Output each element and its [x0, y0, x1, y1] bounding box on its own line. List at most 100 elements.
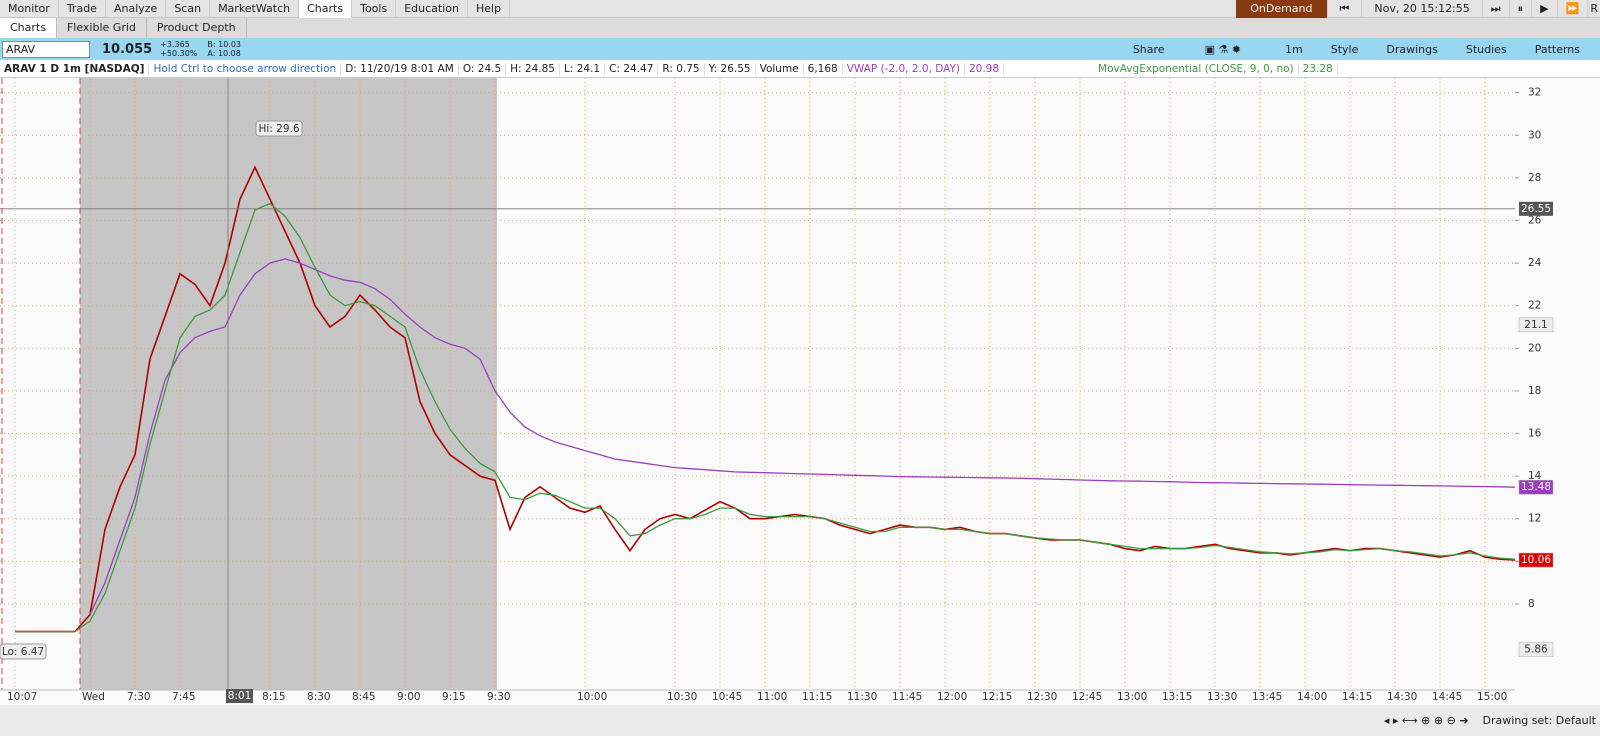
x-tick-label: 14:00 [1297, 691, 1327, 703]
y-tick-label: 16 [1528, 428, 1542, 440]
volume-label: Volume [756, 62, 804, 75]
toolbar-button[interactable]: Drawings [1386, 42, 1438, 56]
x-tick-label: 13:30 [1207, 691, 1237, 703]
x-tick-label: 12:45 [1072, 691, 1102, 703]
price-marker: 10.06 [1521, 554, 1551, 566]
y-tick-label: 32 [1528, 87, 1541, 99]
premarket-shade [80, 78, 497, 690]
x-tick-label: 12:00 [937, 691, 967, 703]
x-tick-label: 7:45 [172, 691, 196, 703]
series-line [15, 202, 1516, 633]
x-tick-label: 9:30 [487, 691, 511, 703]
menu-item[interactable]: Analyze [106, 0, 167, 18]
price-marker-box [1518, 642, 1554, 657]
drawing-set[interactable]: Drawing set: Default [1482, 714, 1596, 727]
x-tick-label: 9:00 [397, 691, 421, 703]
info-range: R: 0.75 [658, 62, 705, 75]
toolbar-button[interactable]: Studies [1465, 42, 1507, 56]
tab[interactable]: Charts [0, 18, 57, 38]
x-tick-label: 8:15 [262, 691, 286, 703]
x-tick-label: 15:00 [1477, 691, 1507, 703]
ondemand-button[interactable]: OnDemand [1236, 0, 1328, 18]
fast-button[interactable]: ⏩ [1558, 0, 1589, 18]
change-value: +3.365 [160, 40, 190, 49]
y-tick-label: 12 [1528, 513, 1541, 525]
tab[interactable]: Flexible Grid [57, 18, 147, 38]
info-high: H: 24.85 [506, 62, 560, 75]
nav-icons[interactable]: ◂ ▸ ⟷ ⊕ ⊕ ⊖ ➜ [1383, 714, 1469, 727]
toolbar-button[interactable]: 1m [1285, 42, 1303, 56]
x-tick-label: 8:45 [352, 691, 376, 703]
info-y: Y: 26.55 [705, 62, 756, 75]
y-tick-label: 28 [1528, 172, 1541, 184]
menu-item[interactable]: Help [468, 0, 511, 18]
price-marker: 13.48 [1521, 481, 1551, 493]
hint: Hold Ctrl to choose arrow direction [149, 62, 342, 75]
y-tick-label: 20 [1528, 342, 1541, 354]
tab[interactable]: Product Depth [147, 18, 247, 38]
volume-value: 6,168 [804, 62, 843, 75]
toolbar-button[interactable]: Style [1330, 42, 1359, 56]
menu-item[interactable]: Monitor [0, 0, 59, 18]
menu-item[interactable]: MarketWatch [210, 0, 300, 18]
menu-item[interactable]: Trade [59, 0, 106, 18]
info-bar: ARAV 1 D 1m [NASDAQ] Hold Ctrl to choose… [0, 60, 1600, 78]
x-tick-label: 11:45 [892, 691, 922, 703]
x-tick-label: 10:07 [7, 691, 37, 703]
menu-item[interactable]: Tools [352, 0, 397, 18]
rewind-button[interactable]: ⏮ [1328, 0, 1363, 18]
forward-button[interactable]: ⏭ [1483, 0, 1510, 18]
ema-value: 23.28 [1299, 62, 1338, 75]
cut-text: R [1590, 1, 1598, 15]
y-tick-label: 14 [1528, 470, 1542, 482]
x-tick-label: 14:45 [1432, 691, 1462, 703]
change: +3.365 +50.30% [160, 40, 197, 58]
x-tick-label: 11:00 [757, 691, 787, 703]
x-tick-label: 12:30 [1027, 691, 1057, 703]
y-tick-label: 18 [1528, 385, 1541, 397]
menu-item[interactable]: Charts [299, 0, 353, 18]
x-tick-label: 11:30 [847, 691, 877, 703]
bid: B: 10.03 [207, 40, 242, 49]
price-marker-box [1518, 317, 1554, 333]
menu-bar: Monitor Trade Analyze Scan MarketWatch C… [0, 0, 1600, 18]
info-date: D: 11/20/19 8:01 AM [341, 62, 459, 75]
crosshair-price-box [1519, 201, 1553, 216]
toolbar-icons[interactable]: ▣ ⚗ ✹ [1204, 42, 1242, 56]
x-tick-label: 14:15 [1342, 691, 1372, 703]
toolbar-button[interactable]: Patterns [1534, 42, 1580, 56]
x-tick-label: 8:30 [307, 691, 331, 703]
x-tick-label: 10:45 [712, 691, 742, 703]
vwap-label: VWAP (-2.0, 2.0, DAY) [843, 62, 965, 75]
last-price: 10.055 [102, 41, 153, 57]
axis-bg [1515, 78, 1600, 705]
x-tick-label: 13:00 [1117, 691, 1147, 703]
pause-button[interactable]: ⏸ [1510, 0, 1533, 18]
series-line [89, 258, 1516, 615]
chart-title: ARAV 1 D 1m [NASDAQ] [0, 62, 150, 75]
y-tick-label: 26 [1528, 215, 1542, 227]
menu-item[interactable]: Education [396, 0, 468, 18]
toolbar-button[interactable]: Share [1132, 42, 1165, 56]
x-tick-label: 10:00 [577, 691, 607, 703]
x-tick-label: 11:15 [802, 691, 832, 703]
y-tick-label: 30 [1528, 129, 1541, 141]
lo-box [0, 643, 47, 660]
play-button[interactable]: ▶ [1532, 0, 1558, 18]
x-tick-label: 9:15 [442, 691, 466, 703]
symbol-input[interactable]: ARAV [2, 40, 90, 58]
status-bar: ◂ ▸ ⟷ ⊕ ⊕ ⊖ ➜ Drawing set: Default [0, 705, 1600, 736]
y-tick-label: 8 [1528, 598, 1535, 610]
quote-bar: ARAV 10.055 +3.365 +50.30% B: 10.03 A: 10.… [0, 38, 1600, 60]
y-tick-label: 24 [1528, 257, 1542, 269]
x-tick-label: 12:15 [982, 691, 1012, 703]
menu-item[interactable]: Scan [166, 0, 211, 18]
vwap-value: 20.98 [965, 62, 1005, 75]
datetime[interactable]: Nov, 20 15:12:55 [1362, 0, 1483, 18]
x-tick-label: 7:30 [127, 691, 151, 703]
info-low: L: 24.1 [560, 62, 606, 75]
hi-box [255, 120, 303, 137]
x-tick-label: 13:15 [1162, 691, 1192, 703]
